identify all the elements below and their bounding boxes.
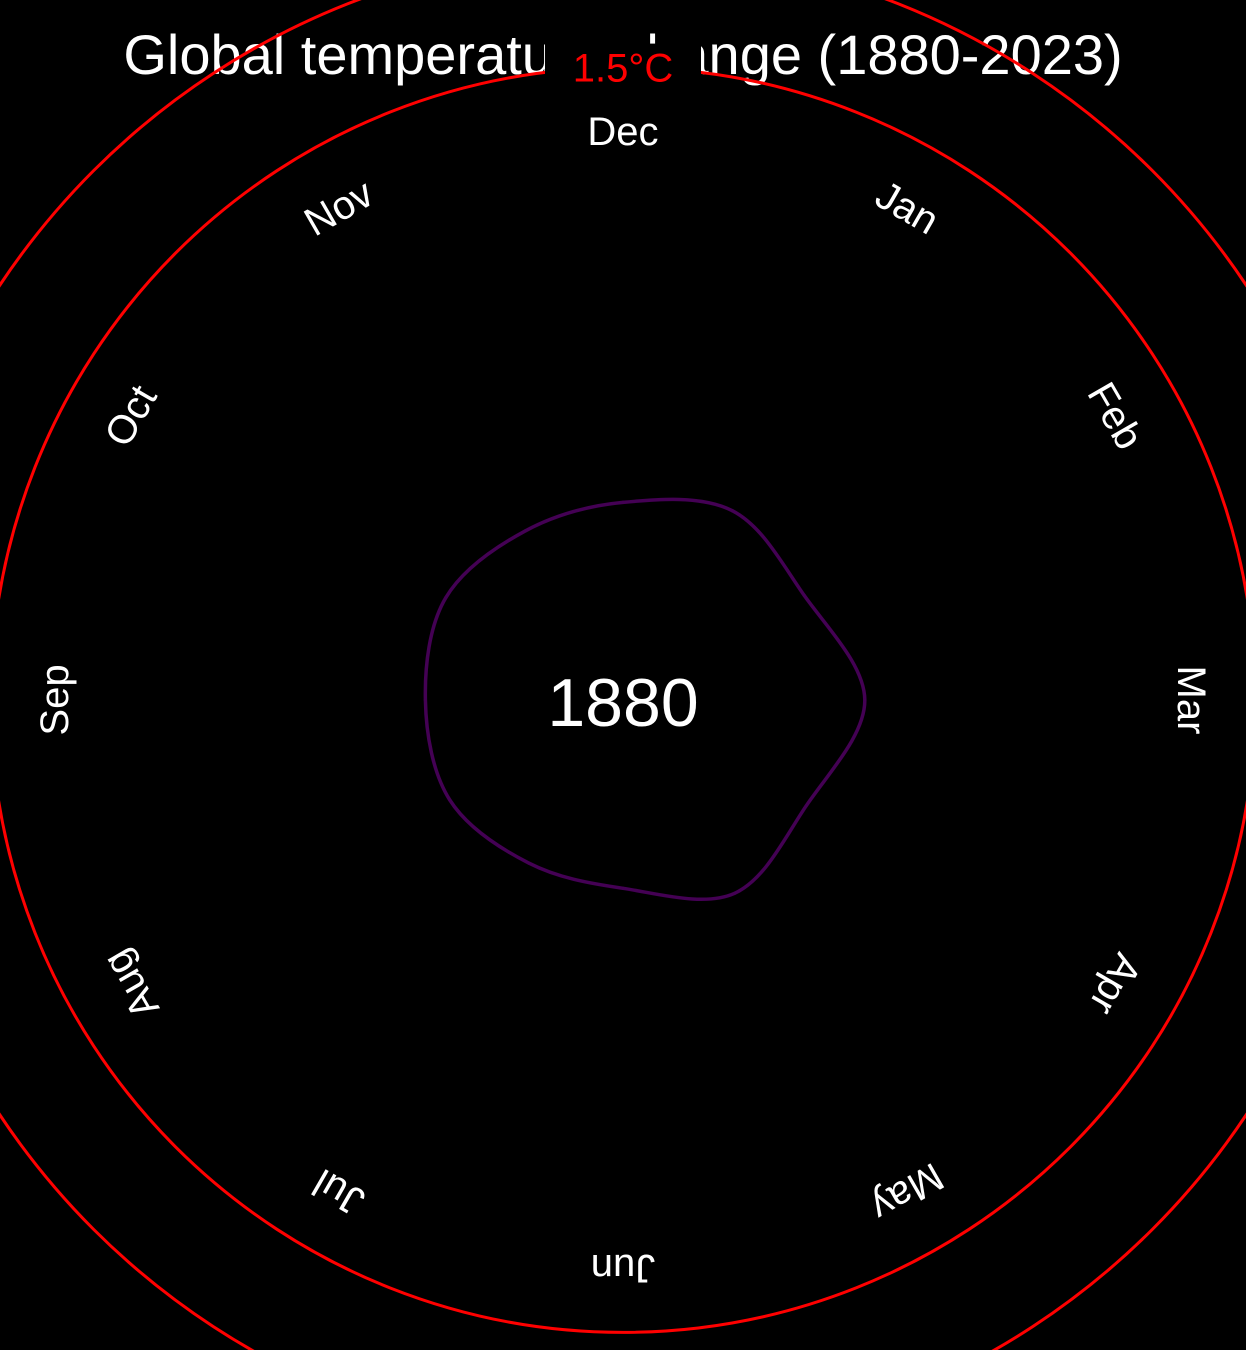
data-point-oct [444,596,448,600]
month-label-mar: Mar [1169,666,1213,735]
month-label-dec: Dec [587,110,658,154]
month-label-sep: Sep [33,664,77,735]
month-label-jun: Jun [591,1246,656,1290]
data-point-may [733,891,737,895]
data-point-apr [804,804,808,808]
temperature-series [423,497,867,901]
data-point-aug [448,798,452,802]
data-point-jul [527,861,531,865]
data-point-feb [802,593,806,597]
data-point-sep [423,698,427,702]
data-point-jun [621,886,625,890]
data-point-jan [730,509,734,513]
year-label: 1880 [547,665,698,741]
data-point-mar [863,698,867,702]
data-point-dec [621,500,625,504]
ring-label: 1.5°C [573,47,674,91]
data-point-nov [523,529,527,533]
ring-label-backdrop [545,43,701,92]
